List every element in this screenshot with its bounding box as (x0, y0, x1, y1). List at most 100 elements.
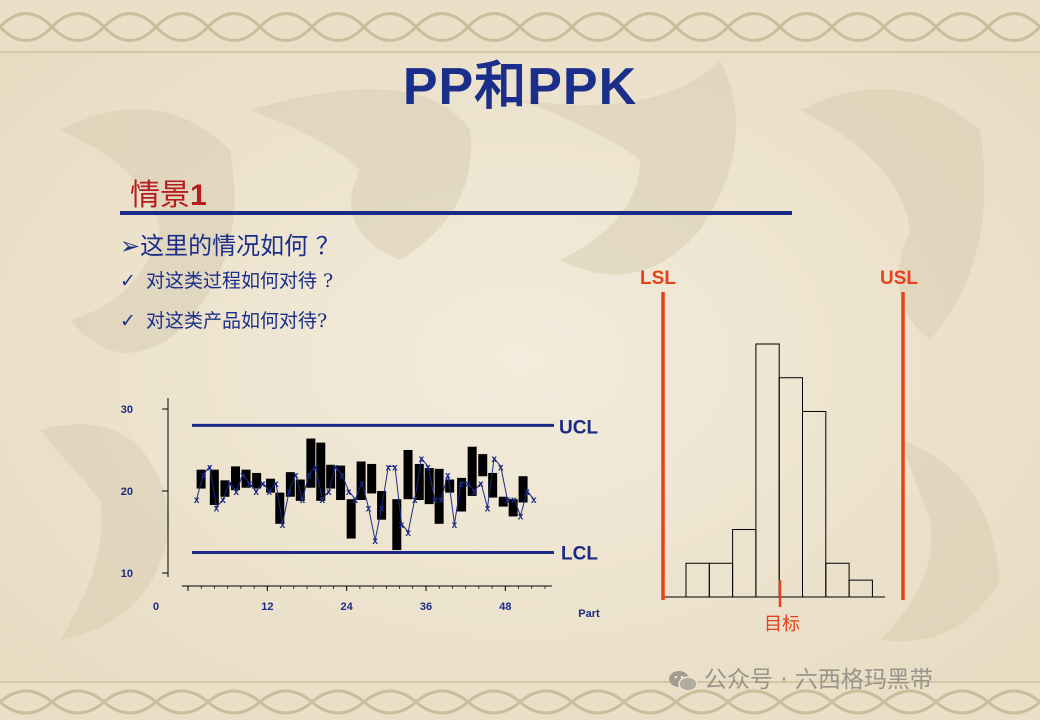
x-marker: x (425, 462, 431, 473)
x-marker: x (471, 487, 477, 498)
histogram-bar (825, 562, 850, 598)
range-bar (220, 480, 230, 497)
range-bar (336, 465, 346, 501)
x-marker: x (465, 479, 471, 490)
x-marker: x (432, 495, 438, 506)
range-bar (392, 499, 402, 551)
wechat-icon (669, 670, 698, 692)
x-marker: x (438, 495, 444, 506)
x-tick-label: 12 (261, 601, 273, 613)
lsl-label: LSL (640, 268, 676, 289)
x-marker: x (273, 479, 279, 490)
x-tick-label: 24 (341, 601, 354, 613)
usl-label: USL (880, 268, 918, 289)
x-marker: x (524, 487, 530, 498)
x-marker: x (412, 495, 418, 506)
range-bar (478, 454, 488, 477)
x-marker: x (405, 528, 411, 539)
x-tick-label: 36 (420, 601, 432, 613)
bullet-2-text: 对这类产品如何对待? (146, 310, 328, 332)
x-marker: x (200, 471, 206, 482)
range-bar (252, 472, 262, 489)
histogram-bar (732, 529, 757, 598)
histogram-bar (802, 410, 827, 598)
x-marker: x (346, 487, 352, 498)
range-bar (209, 469, 219, 505)
x-marker: x (505, 495, 511, 506)
x-marker: x (313, 462, 319, 473)
x-marker: x (227, 479, 233, 490)
x-marker: x (392, 462, 398, 473)
series-line (196, 456, 535, 541)
x-marker: x (233, 487, 239, 498)
range-bar (457, 477, 467, 512)
range-bar (326, 464, 336, 489)
question-line: ➢这里的情况如何 ？ (120, 232, 340, 260)
section-label: 情景 (130, 178, 190, 213)
histogram-bar (685, 562, 710, 598)
section-number: 1 (190, 179, 207, 212)
y-tick-label: 20 (121, 486, 133, 498)
x-marker: x (267, 487, 273, 498)
x-marker: x (491, 454, 497, 465)
range-bar (414, 463, 424, 501)
x-marker: x (359, 479, 365, 490)
check-icon: ✓ (120, 310, 136, 332)
range-bar (488, 472, 498, 498)
x-marker: x (478, 479, 484, 490)
x-marker: x (247, 479, 253, 490)
x-marker: x (445, 471, 451, 482)
y-tick-label: 10 (121, 568, 133, 580)
x-marker: x (333, 462, 339, 473)
x-marker: x (511, 495, 517, 506)
x-tick-label: 48 (499, 601, 511, 613)
x-marker: x (306, 471, 312, 482)
x-marker: x (485, 503, 491, 514)
range-bar (196, 469, 206, 489)
range-bar (266, 478, 276, 493)
range-bar (356, 461, 366, 501)
x-marker: x (194, 495, 200, 506)
x-marker: x (240, 471, 246, 482)
x-marker: x (253, 487, 259, 498)
range-bar (518, 476, 528, 503)
range-bar (508, 499, 518, 517)
histogram-bar (778, 377, 804, 598)
x-marker: x (319, 495, 325, 506)
range-bar (424, 468, 434, 505)
bullet-2: ✓ 对这类产品如何对待? (120, 306, 327, 333)
histogram-bar (708, 562, 734, 598)
x-marker: x (399, 520, 405, 531)
slide-title: PP和PPK (402, 58, 638, 116)
x-marker: x (220, 495, 226, 506)
range-bar (230, 466, 240, 491)
range-bar (367, 463, 377, 494)
x-marker: x (260, 479, 266, 490)
x-marker: x (300, 495, 306, 506)
range-bar (434, 468, 444, 524)
histogram-bar (848, 579, 873, 598)
x-marker: x (366, 503, 372, 514)
x-marker: x (339, 471, 345, 482)
range-bar (346, 499, 356, 539)
x-marker: x (207, 462, 213, 473)
x-marker: x (293, 471, 299, 482)
range-bar (403, 450, 413, 500)
watermark: 公众号 · 六西格玛黑带 (668, 660, 933, 694)
watermark-text: 公众号 · 六西格玛黑带 (704, 667, 933, 693)
range-bar (498, 496, 508, 507)
range-bar (306, 438, 316, 488)
x-marker: x (379, 503, 385, 514)
x-marker: x (458, 479, 464, 490)
x-marker: x (326, 487, 332, 498)
range-bar (467, 446, 477, 496)
histogram-bar (755, 343, 780, 598)
y-tick-label: 30 (121, 404, 133, 416)
x-axis-label: Part (578, 608, 600, 620)
heading-underline (120, 211, 792, 215)
top-ornament-border (0, 0, 1040, 54)
x-tick-label: 0 (153, 601, 159, 613)
